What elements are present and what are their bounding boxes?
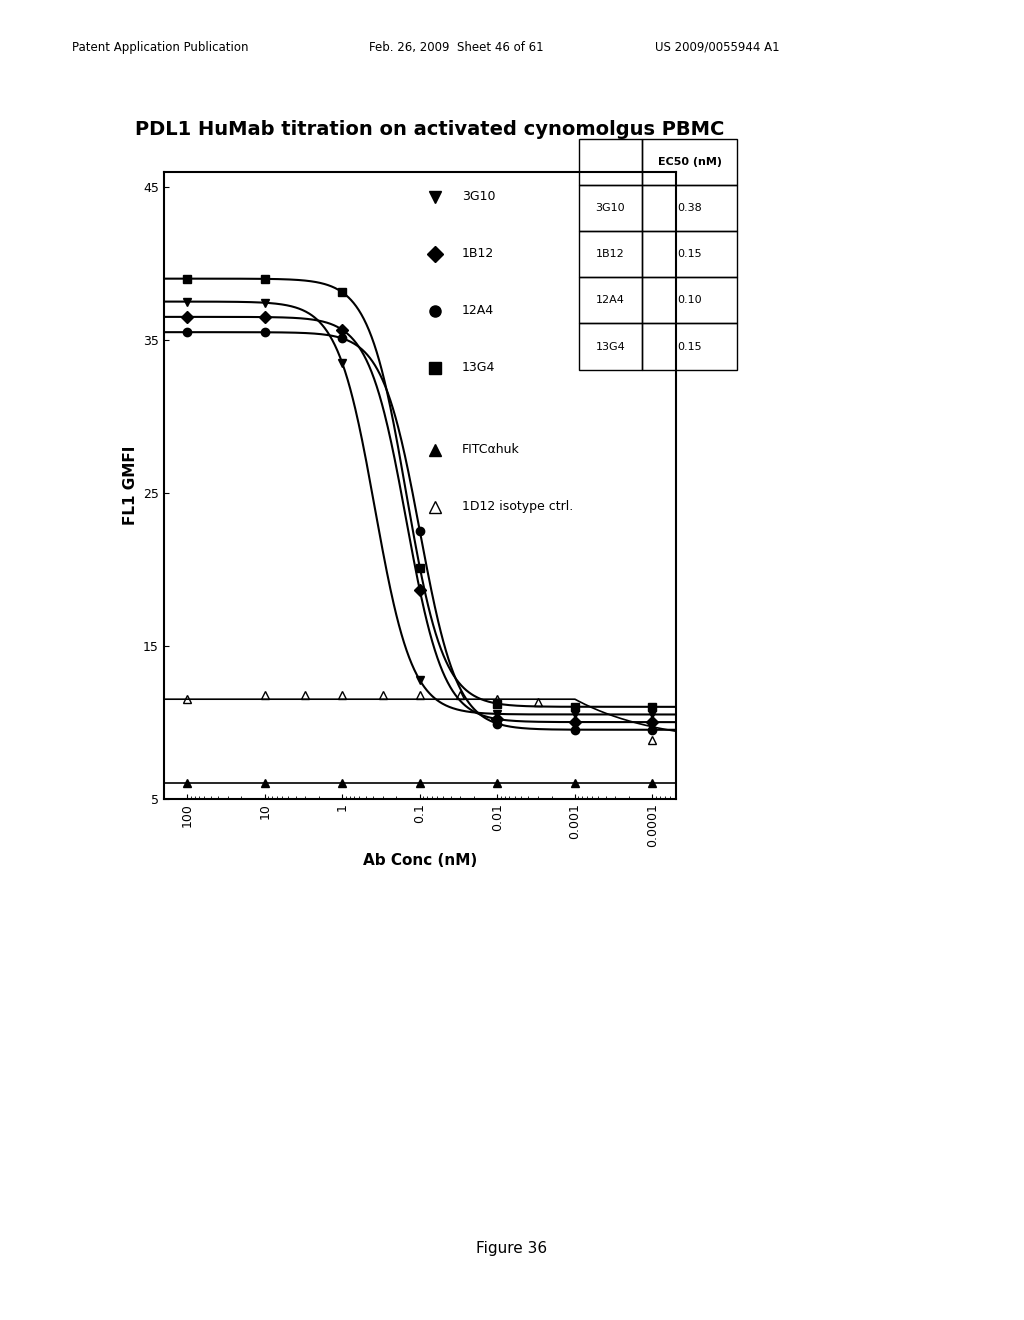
Text: US 2009/0055944 A1: US 2009/0055944 A1 — [655, 41, 780, 54]
Text: Patent Application Publication: Patent Application Publication — [72, 41, 248, 54]
Bar — [579, 231, 642, 277]
Text: 1D12 isotype ctrl.: 1D12 isotype ctrl. — [462, 500, 573, 513]
Bar — [579, 277, 642, 323]
Text: PDL1 HuMab titration on activated cynomolgus PBMC: PDL1 HuMab titration on activated cynomo… — [135, 120, 725, 139]
Bar — [642, 139, 737, 185]
Text: 13G4: 13G4 — [595, 342, 626, 351]
Bar — [642, 231, 737, 277]
Text: 13G4: 13G4 — [462, 362, 496, 374]
Text: EC50 (nM): EC50 (nM) — [657, 157, 722, 166]
Y-axis label: FL1 GMFI: FL1 GMFI — [123, 445, 137, 525]
Text: Figure 36: Figure 36 — [476, 1241, 548, 1257]
X-axis label: Ab Conc (nM): Ab Conc (nM) — [362, 853, 477, 867]
Bar — [642, 277, 737, 323]
Bar — [579, 323, 642, 370]
Text: 3G10: 3G10 — [462, 190, 496, 203]
Bar — [579, 139, 642, 185]
Text: 0.15: 0.15 — [677, 249, 702, 259]
Text: 0.10: 0.10 — [677, 296, 702, 305]
Bar — [579, 185, 642, 231]
Bar — [642, 185, 737, 231]
Text: 12A4: 12A4 — [596, 296, 625, 305]
Text: 0.15: 0.15 — [677, 342, 702, 351]
Text: FITCαhuk: FITCαhuk — [462, 444, 519, 457]
Text: 1B12: 1B12 — [596, 249, 625, 259]
Text: 1B12: 1B12 — [462, 247, 494, 260]
Bar — [642, 323, 737, 370]
Text: 12A4: 12A4 — [462, 304, 494, 317]
Text: Feb. 26, 2009  Sheet 46 of 61: Feb. 26, 2009 Sheet 46 of 61 — [369, 41, 544, 54]
Text: 0.38: 0.38 — [677, 203, 702, 213]
Text: 3G10: 3G10 — [596, 203, 625, 213]
